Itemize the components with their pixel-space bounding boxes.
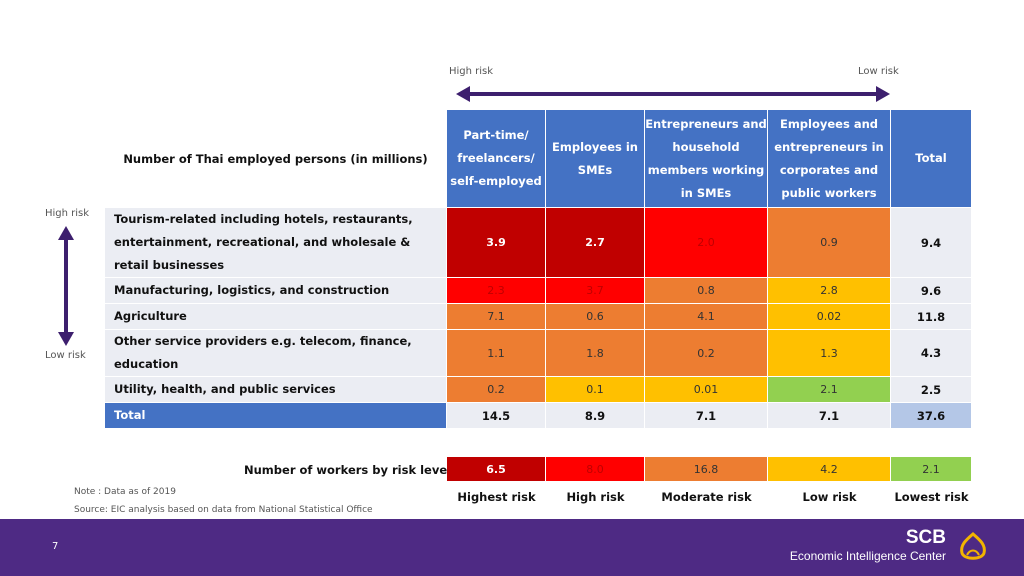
table-cell: 0.2 xyxy=(644,329,768,377)
table-row: Manufacturing, logistics, and constructi… xyxy=(104,277,972,304)
row-label-tourism: Tourism-related including hotels, restau… xyxy=(104,207,447,278)
col-header-employees-smes: Employees in SMEs xyxy=(545,109,645,208)
row-label-utility: Utility, health, and public services xyxy=(104,376,447,403)
col-header-entrepreneurs-smes: Entrepreneurs and household members work… xyxy=(644,109,768,208)
risk-value-low: 4.2 xyxy=(768,457,891,481)
risk-name-moderate: Moderate risk xyxy=(661,490,752,504)
table-cell: 2.8 xyxy=(767,277,891,304)
source-text: Source: EIC analysis based on data from … xyxy=(74,505,373,515)
table-cell: 2.3 xyxy=(446,277,546,304)
row-total: 4.3 xyxy=(890,329,972,377)
risk-name-high: High risk xyxy=(566,490,625,504)
risk-value-lowest: 2.1 xyxy=(891,457,972,481)
table-cell: 2.7 xyxy=(545,207,645,278)
table-cell: 3.7 xyxy=(545,277,645,304)
table-cell: 0.6 xyxy=(545,303,645,330)
table-cell: 1.3 xyxy=(767,329,891,377)
table-row: Other service providers e.g. telecom, fi… xyxy=(104,329,972,377)
scb-logo-icon xyxy=(960,532,986,560)
table-cell: 1.1 xyxy=(446,329,546,377)
note-text: Note : Data as of 2019 xyxy=(74,487,176,497)
risk-direction-arrow-horizontal xyxy=(456,86,890,102)
row-label-total: Total xyxy=(104,402,447,429)
column-total: 14.5 xyxy=(446,402,546,429)
risk-direction-arrow-vertical xyxy=(58,226,74,346)
risk-name-highest: Highest risk xyxy=(457,490,536,504)
row-total: 9.4 xyxy=(890,207,972,278)
table-cell: 0.9 xyxy=(767,207,891,278)
table-cell: 0.2 xyxy=(446,376,546,403)
footer-bar: 7 SCB Economic Intelligence Center xyxy=(0,519,1024,576)
row-total: 11.8 xyxy=(890,303,972,330)
table-cell: 0.02 xyxy=(767,303,891,330)
table-corner-header: Number of Thai employed persons (in mill… xyxy=(104,109,447,208)
risk-level-row-label: Number of workers by risk level xyxy=(244,463,452,477)
table-cell: 4.1 xyxy=(644,303,768,330)
brand-name: SCB xyxy=(905,527,946,548)
top-low-risk-label: Low risk xyxy=(858,66,899,77)
table-cell: 0.1 xyxy=(545,376,645,403)
table-cell: 0.01 xyxy=(644,376,768,403)
row-label-agriculture: Agriculture xyxy=(104,303,447,330)
table-row: Agriculture 7.1 0.6 4.1 0.02 11.8 xyxy=(104,303,972,330)
table-cell: 2.0 xyxy=(644,207,768,278)
brand-subtitle: Economic Intelligence Center xyxy=(789,549,946,563)
table-header-row: Number of Thai employed persons (in mill… xyxy=(104,109,972,208)
col-header-part-time: Part-time/ freelancers/ self-employed xyxy=(446,109,546,208)
table-cell: 0.8 xyxy=(644,277,768,304)
risk-value-moderate: 16.8 xyxy=(645,457,768,481)
side-low-risk-label: Low risk xyxy=(45,350,86,361)
top-high-risk-label: High risk xyxy=(449,66,494,77)
table-cell: 7.1 xyxy=(446,303,546,330)
employment-risk-table: Number of Thai employed persons (in mill… xyxy=(104,109,972,429)
table-cell: 1.8 xyxy=(545,329,645,377)
column-total: 8.9 xyxy=(545,402,645,429)
risk-value-highest: 6.5 xyxy=(447,457,546,481)
grand-total: 37.6 xyxy=(890,402,972,429)
row-label-manufacturing: Manufacturing, logistics, and constructi… xyxy=(104,277,447,304)
table-cell: 3.9 xyxy=(446,207,546,278)
risk-level-names: Highest risk High risk Moderate risk Low… xyxy=(447,490,972,504)
column-total: 7.1 xyxy=(644,402,768,429)
risk-name-low: Low risk xyxy=(802,490,857,504)
col-header-total: Total xyxy=(890,109,972,208)
risk-value-high: 8.0 xyxy=(546,457,645,481)
risk-level-values: 6.5 8.0 16.8 4.2 2.1 xyxy=(447,457,972,481)
row-total: 9.6 xyxy=(890,277,972,304)
table-row: Utility, health, and public services 0.2… xyxy=(104,376,972,403)
row-total: 2.5 xyxy=(890,376,972,403)
row-label-other-services: Other service providers e.g. telecom, fi… xyxy=(104,329,447,377)
table-total-row: Total 14.5 8.9 7.1 7.1 37.6 xyxy=(104,402,972,429)
col-header-corporates-public: Employees and entrepreneurs in corporate… xyxy=(767,109,891,208)
table-row: Tourism-related including hotels, restau… xyxy=(104,207,972,278)
page-number: 7 xyxy=(52,541,59,552)
risk-name-lowest: Lowest risk xyxy=(894,490,969,504)
table-cell: 2.1 xyxy=(767,376,891,403)
side-high-risk-label: High risk xyxy=(45,208,90,219)
column-total: 7.1 xyxy=(767,402,891,429)
